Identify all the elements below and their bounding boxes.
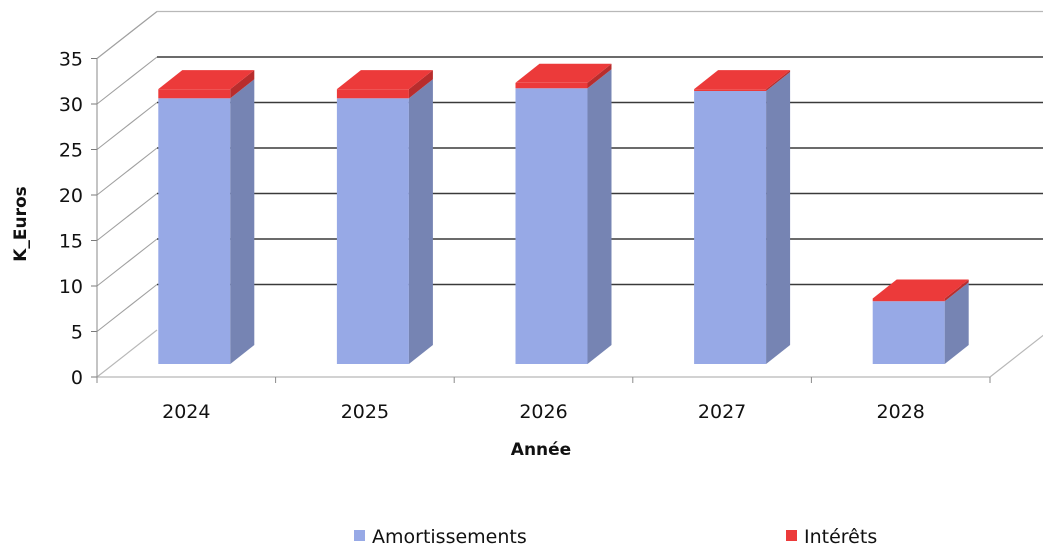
y-tick-label: 15 <box>59 231 83 253</box>
bar-side-interets-2025 <box>408 70 433 99</box>
bar-amortissements-2025 <box>336 98 409 364</box>
bar-side-amortissements-2028 <box>944 282 969 364</box>
legend-swatch-amortissements <box>354 530 365 541</box>
x-tick-label: 2026 <box>519 401 567 423</box>
x-tick-labels: 2024 2025 2026 2027 2028 <box>162 401 925 423</box>
x-axis-title: Année <box>511 440 571 460</box>
bar-interets-2028 <box>872 298 945 302</box>
y-axis-title: K_Euros <box>11 186 31 262</box>
y-tick-label: 10 <box>59 276 83 298</box>
legend-label-amortissements: Amortissements <box>372 526 527 548</box>
legend-swatch-interets <box>786 530 797 541</box>
y-tick-labels: 0 5 10 15 20 25 30 35 <box>59 49 83 390</box>
x-tick-label: 2024 <box>162 401 210 423</box>
bar-top-2025 <box>336 70 433 90</box>
bar-side-amortissements-2024 <box>230 79 255 364</box>
side-gridline <box>96 147 158 196</box>
bar-side-interets-2026 <box>587 63 612 89</box>
bar-side-interets-2028 <box>944 279 969 302</box>
x-tick-label: 2025 <box>341 401 389 423</box>
bar-top-2028 <box>872 279 969 299</box>
bar-amortissements-2024 <box>158 98 231 364</box>
y-tick-label: 5 <box>71 322 83 344</box>
floor-left-edge <box>96 329 158 378</box>
bar-amortissements-2028 <box>872 301 945 364</box>
y-tick-label: 0 <box>71 367 83 389</box>
legend: Amortissements Intérêts <box>354 526 877 548</box>
bar-side-amortissements-2025 <box>408 79 433 364</box>
bar-interets-2025 <box>336 89 409 99</box>
legend-label-interets: Intérêts <box>804 526 877 548</box>
bar-top-2026 <box>515 63 612 83</box>
bar-top-2027 <box>694 70 791 90</box>
y-tick-label: 20 <box>59 185 83 207</box>
x-tick-label: 2027 <box>698 401 746 423</box>
bar-interets-2024 <box>158 89 231 99</box>
bar-side-amortissements-2026 <box>587 69 612 365</box>
bar-interets-2027 <box>694 89 767 91</box>
y-tick-label: 35 <box>59 49 83 71</box>
y-tick-label: 30 <box>59 94 83 116</box>
bar-side-interets-2027 <box>766 70 791 91</box>
bar-interets-2026 <box>515 82 588 89</box>
bar-top-2024 <box>158 70 255 90</box>
side-gridline <box>96 11 158 59</box>
y-tick-label: 25 <box>59 140 83 162</box>
bar-amortissements-2027 <box>694 91 767 364</box>
bar-side-interets-2024 <box>230 70 255 99</box>
side-gridline <box>96 284 158 332</box>
bars <box>158 63 969 365</box>
side-gridline <box>96 193 158 241</box>
side-gridline <box>96 238 158 287</box>
axes <box>91 58 991 383</box>
side-gridline <box>96 56 158 105</box>
bar-amortissements-2026 <box>515 88 588 365</box>
bar-side-amortissements-2027 <box>766 72 791 364</box>
side-gridline <box>96 102 158 150</box>
x-tick-label: 2028 <box>877 401 925 423</box>
